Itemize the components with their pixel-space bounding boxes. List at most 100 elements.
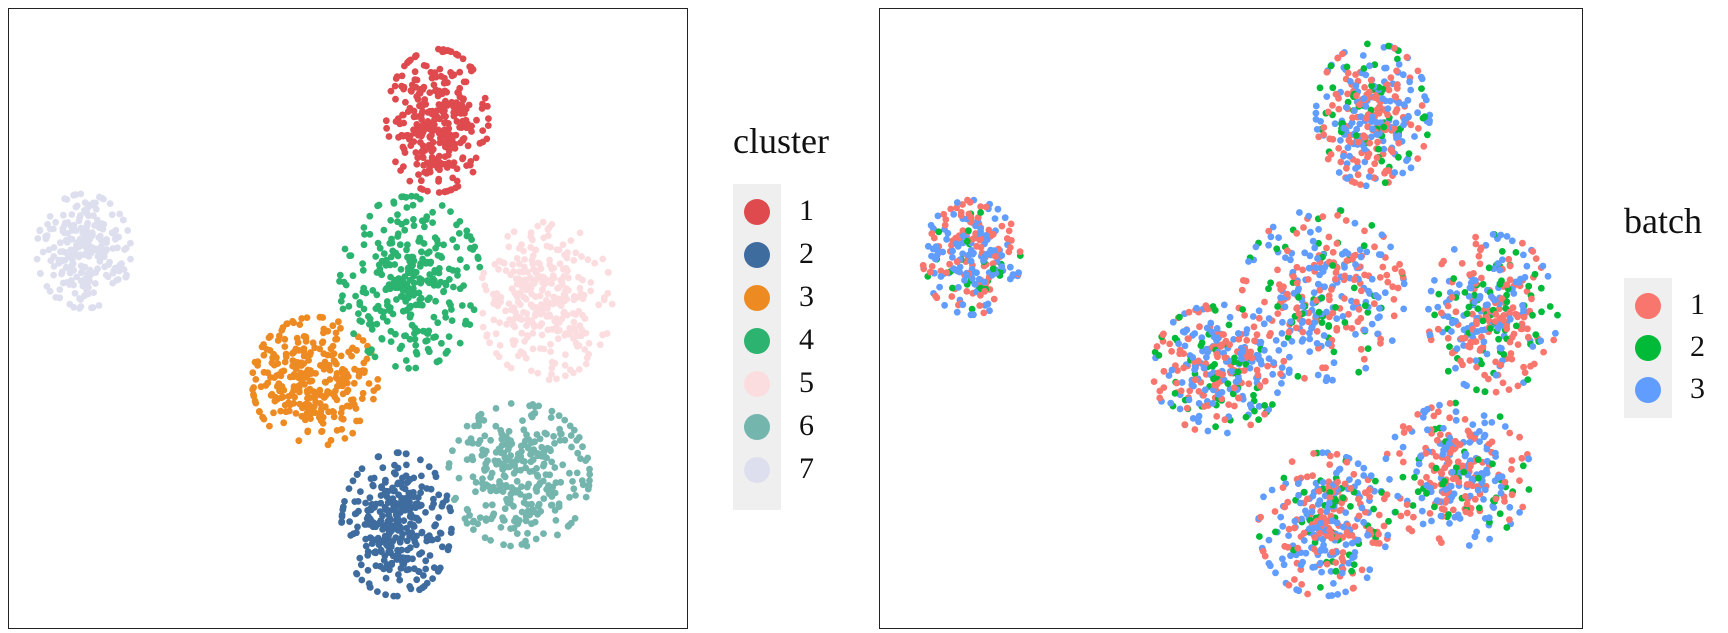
cluster-5-point bbox=[539, 218, 547, 226]
batch-2-point bbox=[1498, 277, 1505, 285]
batch-1-point bbox=[1375, 511, 1383, 519]
cluster-6-point bbox=[526, 468, 534, 475]
batch-1-point bbox=[1298, 581, 1306, 588]
batch-1-point bbox=[1364, 153, 1371, 161]
batch-2-point bbox=[1267, 279, 1274, 287]
cluster-7-point bbox=[52, 218, 59, 226]
batch-3-point bbox=[1442, 486, 1449, 493]
cluster-5-point bbox=[511, 337, 519, 345]
cluster-6-point bbox=[518, 448, 525, 455]
batch-1-point bbox=[1520, 313, 1528, 321]
cluster-1-point bbox=[431, 70, 438, 78]
batch-3-point bbox=[1450, 490, 1458, 498]
batch-1-point bbox=[1379, 263, 1387, 271]
batch-3-point bbox=[998, 252, 1006, 259]
cluster-1-point bbox=[459, 155, 466, 163]
batch-3-point bbox=[1483, 350, 1491, 358]
cluster-6-point bbox=[548, 407, 556, 415]
batch-3-point bbox=[1400, 280, 1408, 288]
batch-1-point bbox=[1377, 339, 1384, 347]
legend-key-batch-3 bbox=[1635, 377, 1661, 403]
cluster-5-point bbox=[553, 375, 560, 383]
cluster-2-point bbox=[385, 539, 392, 547]
batch-1-point bbox=[966, 198, 974, 206]
cluster-6-point bbox=[481, 450, 488, 458]
batch-3-point bbox=[1319, 268, 1327, 275]
batch-3-point bbox=[1287, 318, 1294, 325]
cluster-1-point bbox=[419, 142, 427, 150]
batch-1-point bbox=[1180, 350, 1187, 357]
batch-2-point bbox=[1280, 474, 1288, 482]
batch-3-point bbox=[1364, 531, 1371, 539]
batch-3-point bbox=[932, 243, 940, 251]
cluster-7-point bbox=[91, 222, 98, 229]
cluster-3-point bbox=[358, 395, 366, 402]
cluster-7-point bbox=[88, 304, 95, 312]
batch-3-point bbox=[1302, 549, 1310, 557]
batch-2-point bbox=[1315, 308, 1323, 316]
cluster-4-point bbox=[422, 216, 430, 223]
batch-3-point bbox=[972, 222, 979, 230]
batch-3-point bbox=[1386, 476, 1393, 483]
batch-1-point bbox=[1381, 169, 1388, 177]
cluster-2-point bbox=[357, 561, 365, 569]
cluster-1-point bbox=[461, 121, 468, 128]
cluster-6-point bbox=[586, 477, 593, 484]
batch-2-point bbox=[1399, 473, 1407, 481]
batch-1-point bbox=[1477, 246, 1484, 254]
batch-1-point bbox=[1253, 366, 1261, 374]
cluster-7-point bbox=[95, 247, 103, 255]
cluster-2-point bbox=[357, 488, 364, 495]
batch-1-point bbox=[1267, 330, 1274, 337]
cluster-1-point bbox=[413, 113, 420, 120]
batch-3-point bbox=[1411, 133, 1418, 140]
cluster-6-point bbox=[487, 474, 494, 481]
batch-3-point bbox=[1488, 293, 1495, 300]
batch-1-point bbox=[1280, 357, 1288, 365]
cluster-7-point bbox=[39, 248, 47, 256]
batch-2-point bbox=[1525, 282, 1533, 290]
batch-3-point bbox=[1376, 313, 1383, 321]
cluster-6-point bbox=[525, 480, 532, 488]
batch-1-point bbox=[1276, 281, 1283, 288]
cluster-3-point bbox=[339, 390, 347, 398]
cluster-2-point bbox=[383, 493, 391, 501]
batch-3-point bbox=[1314, 255, 1321, 262]
batch-2-point bbox=[1251, 407, 1258, 415]
cluster-7-point bbox=[123, 271, 130, 279]
cluster-6-point bbox=[464, 507, 472, 514]
cluster-4-point bbox=[410, 222, 418, 230]
cluster-1-point bbox=[420, 161, 427, 169]
cluster-4-point bbox=[356, 317, 364, 324]
batch-1-point bbox=[1006, 244, 1014, 251]
cluster-3-point bbox=[332, 329, 340, 337]
batch-1-point bbox=[1476, 260, 1484, 268]
batch-1-point bbox=[1442, 497, 1450, 504]
cluster-2-point bbox=[353, 471, 361, 478]
cluster-2-point bbox=[356, 554, 364, 562]
cluster-6-point bbox=[516, 517, 523, 524]
batch-3-point bbox=[994, 205, 1002, 213]
cluster-3-point bbox=[333, 427, 341, 434]
batch-1-point bbox=[1247, 348, 1255, 356]
batch-3-point bbox=[1242, 330, 1250, 337]
batch-2-point bbox=[1519, 462, 1527, 470]
batch-2-point bbox=[1273, 245, 1281, 253]
batch-1-point bbox=[1449, 475, 1457, 483]
batch-3-point bbox=[1198, 334, 1206, 342]
batch-1-point bbox=[998, 222, 1006, 230]
batch-1-point bbox=[1230, 384, 1238, 392]
batch-1-point bbox=[1335, 94, 1342, 102]
batch-2-point bbox=[1503, 298, 1511, 306]
cluster-4-point bbox=[369, 287, 377, 294]
batch-3-point bbox=[1473, 528, 1480, 536]
batch-1-point bbox=[1403, 509, 1411, 517]
cluster-2-point bbox=[402, 499, 410, 506]
batch-1-point bbox=[948, 293, 956, 300]
cluster-scatter-plot bbox=[8, 8, 688, 629]
cluster-4-point bbox=[355, 310, 362, 317]
batch-3-point bbox=[1362, 182, 1370, 190]
legend-key-cluster-3 bbox=[744, 285, 770, 311]
batch-3-point bbox=[1400, 121, 1407, 129]
cluster-3-point bbox=[319, 413, 327, 421]
